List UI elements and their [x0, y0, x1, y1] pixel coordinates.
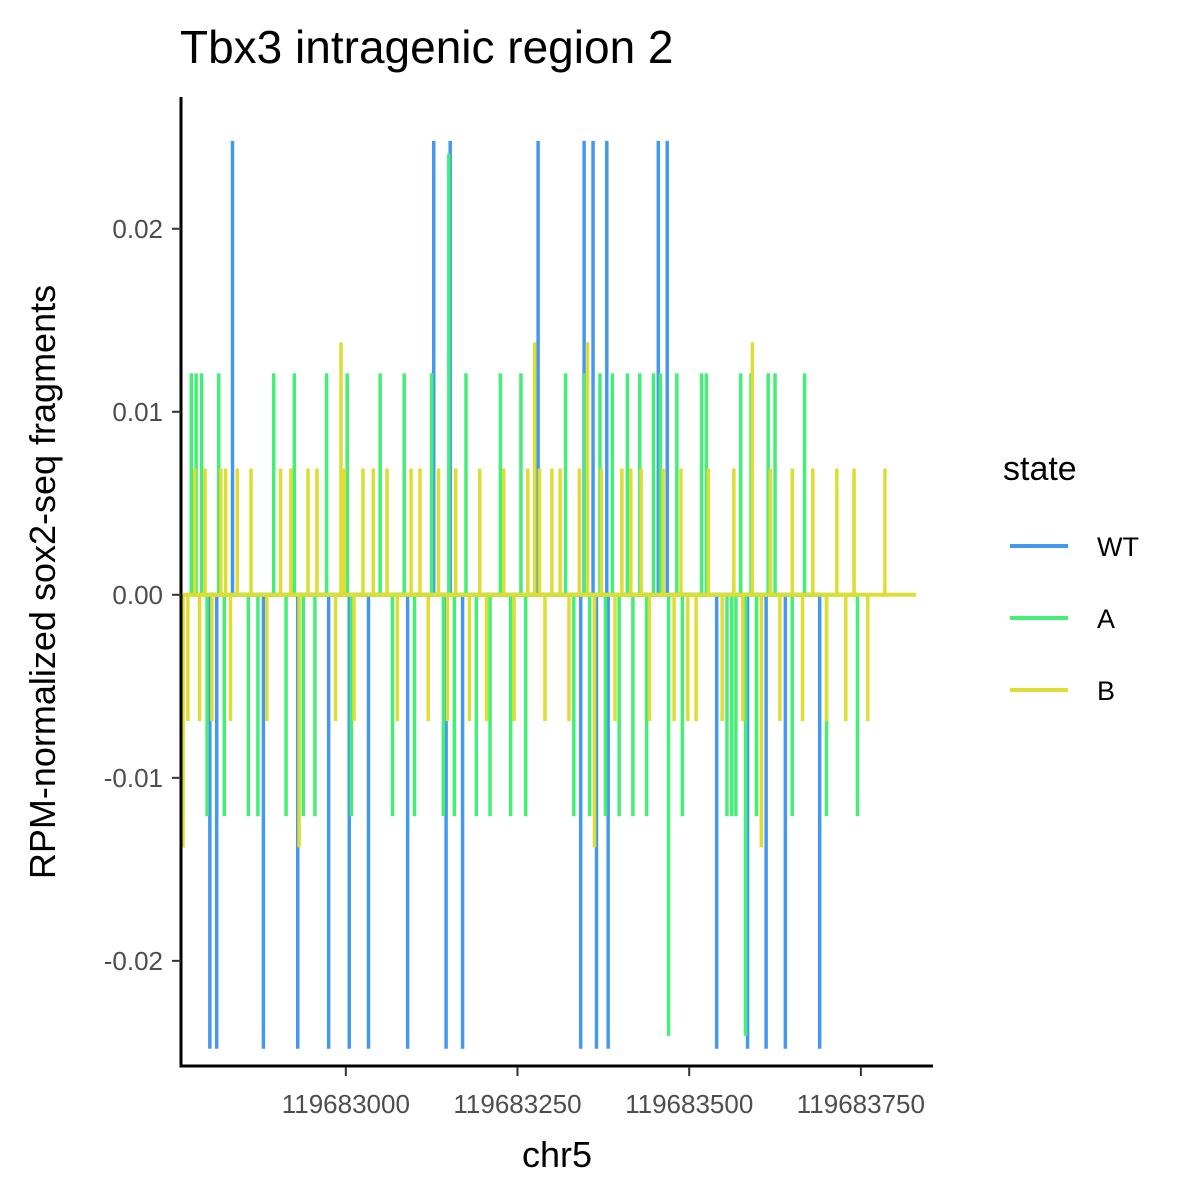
- x-axis-ticks: 119683000 119683250 119683500 119683750: [282, 1067, 925, 1119]
- y-tick-label: -0.02: [104, 946, 163, 976]
- legend-title: state: [1003, 450, 1077, 488]
- legend-label: B: [1097, 676, 1115, 706]
- y-tick-label: 0.00: [112, 580, 163, 610]
- y-axis-ticks: -0.02 -0.01 0.00 0.01 0.02: [104, 214, 181, 976]
- legend-item-A: A: [1010, 604, 1115, 634]
- y-axis-title: RPM-normalized sox2-seq fragments: [22, 285, 63, 879]
- y-tick-label: 0.01: [112, 397, 163, 427]
- series-B: [181, 342, 916, 848]
- y-tick-label: 0.02: [112, 214, 163, 244]
- legend-label: A: [1097, 604, 1115, 634]
- x-tick-label: 119683000: [282, 1089, 410, 1119]
- legend-label: WT: [1097, 532, 1139, 562]
- plot-series: [181, 140, 916, 1049]
- x-tick-label: 119683750: [797, 1089, 925, 1119]
- x-tick-label: 119683500: [625, 1089, 753, 1119]
- legend-item-WT: WT: [1010, 532, 1139, 562]
- x-axis-title: chr5: [522, 1134, 592, 1175]
- x-tick-label: 119683250: [453, 1089, 581, 1119]
- chart-title: Tbx3 intragenic region 2: [180, 21, 674, 73]
- legend-item-B: B: [1010, 676, 1115, 706]
- legend: state WT A B: [1003, 450, 1139, 706]
- y-tick-label: -0.01: [104, 763, 163, 793]
- legend-items: WT A B: [1010, 532, 1139, 706]
